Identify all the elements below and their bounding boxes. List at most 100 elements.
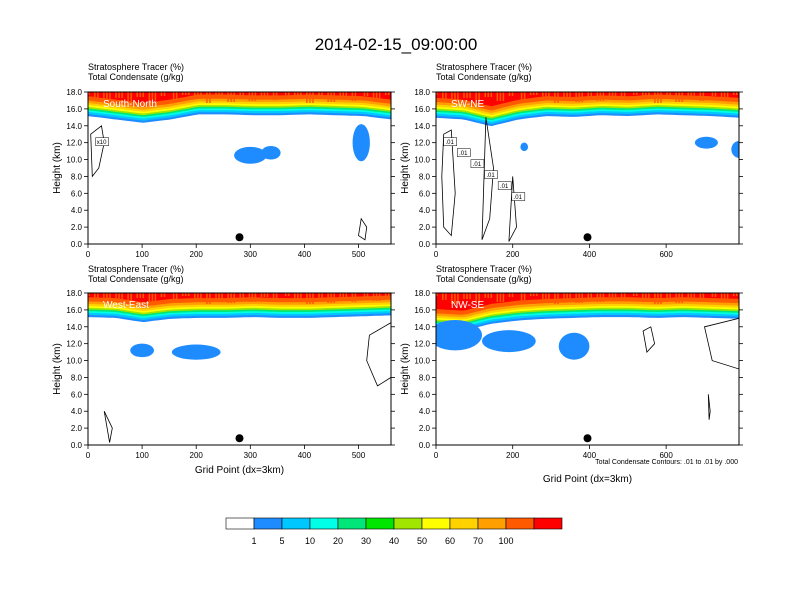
colorbar-label: 20 [333,536,343,546]
tracer-streak [687,293,689,298]
condensate-blob [731,140,739,158]
tracer-streak [720,293,723,301]
tracer-streak [599,293,602,302]
tracer-streak [620,92,623,100]
x-tick-label: 200 [506,250,520,259]
y-tick-label: 16.0 [66,306,82,315]
colorbar-swatch [393,517,423,530]
tracer-streak [197,92,199,99]
colorbar-swatch [253,517,283,530]
x-tick-label: 400 [298,451,312,460]
condensate-contour [366,322,391,387]
tracer-streak [675,92,677,102]
tracer-streak [97,293,99,300]
panel-field [88,293,391,445]
tracer-streak [172,92,175,100]
tracer-streak [309,92,311,103]
tracer-streak [657,92,659,103]
tracer-streak [442,293,444,300]
tracer-streak [375,92,378,100]
tracer-streak [720,92,723,100]
tracer-streak [475,293,477,303]
tracer-streak [275,92,278,100]
y-tick-label: 8.0 [71,172,83,181]
x-tick-label: 100 [135,451,149,460]
tracer-streak [121,92,123,98]
tracer-streak [469,92,471,98]
tracer-streak [732,293,735,296]
y-tick-label: 0.0 [71,240,83,249]
tracer-streak [490,92,493,97]
tracer-streak [275,293,278,301]
panel-header-line: Total Condensate (g/kg) [88,72,184,82]
tracer-streak [366,92,369,96]
tracer-streak [148,92,151,101]
y-tick-label: 12.0 [66,139,82,148]
tracer-streak [711,92,714,96]
condensate-blob [171,344,221,360]
tracer-streak [136,293,138,298]
y-tick-label: 16.0 [414,105,430,114]
panel-header-line: Total Condensate (g/kg) [88,274,184,284]
plot-frame [87,292,392,446]
tracer-streak [263,92,266,96]
condensate-blob [694,136,718,149]
tracer-streak [366,293,369,297]
tracer-streak [221,92,223,98]
tracer-streak [187,92,190,95]
tracer-streak [678,293,680,303]
tracer-streak [297,92,299,99]
panel-sw-ne: Stratosphere Tracer (%)Total Condensate … [400,62,743,259]
tracer-streak [587,92,589,97]
tracer-streak [735,92,738,95]
tracer-streak [345,92,348,97]
tracer-streak [599,92,602,101]
tracer-streak [354,92,357,101]
colorbar-swatch [533,517,563,530]
colorbar-label: 40 [389,536,399,546]
tracer-streak [287,293,290,296]
tracer-streak [94,92,96,99]
tracer-streak [94,293,96,300]
tracer-streak [227,92,229,102]
tracer-streak [632,293,635,296]
panel-header-line: Total Condensate (g/kg) [436,274,532,284]
condensate-blob [482,330,536,353]
tracer-streak [184,92,187,95]
tracer-streak [454,293,456,304]
tracer-streak [248,293,251,302]
tracer-streak [532,92,535,95]
x-tick-label: 300 [244,451,258,460]
tracer-streak [699,92,702,101]
tracer-streak [384,293,387,296]
tracer-streak [321,293,323,299]
tracer-streak [466,92,468,98]
tracer-streak [375,293,378,301]
tracer-streak [230,293,232,303]
colorbar-label: 1 [251,536,256,546]
colorbar-swatch [449,517,479,530]
tracer-streak [581,293,583,303]
tracer-streak [529,293,532,296]
panel-header-line: Stratosphere Tracer (%) [436,62,532,72]
panel-header-line: Stratosphere Tracer (%) [436,264,532,274]
tracer-streak [732,92,735,95]
tracer-streak [209,92,211,103]
tracer-streak [200,293,202,300]
tracer-streak [103,293,105,304]
tracer-streak [160,92,163,96]
tracer-streak [657,293,659,304]
tracer-streak [451,92,453,103]
panel-field: x10 [88,92,391,244]
tracer-streak [309,293,311,304]
tracer-streak [254,293,257,302]
figure-title: 2014-02-15_09:00:00 [315,35,478,54]
tracer-streak [690,92,693,97]
tracer-streak [678,92,680,102]
tracer-streak [318,293,320,299]
tracer-streak [478,92,480,102]
tracer-streak [714,293,717,297]
tracer-streak [181,293,184,296]
tracer-streak [499,92,502,101]
panel-header-line: Total Condensate (g/kg) [436,72,532,82]
